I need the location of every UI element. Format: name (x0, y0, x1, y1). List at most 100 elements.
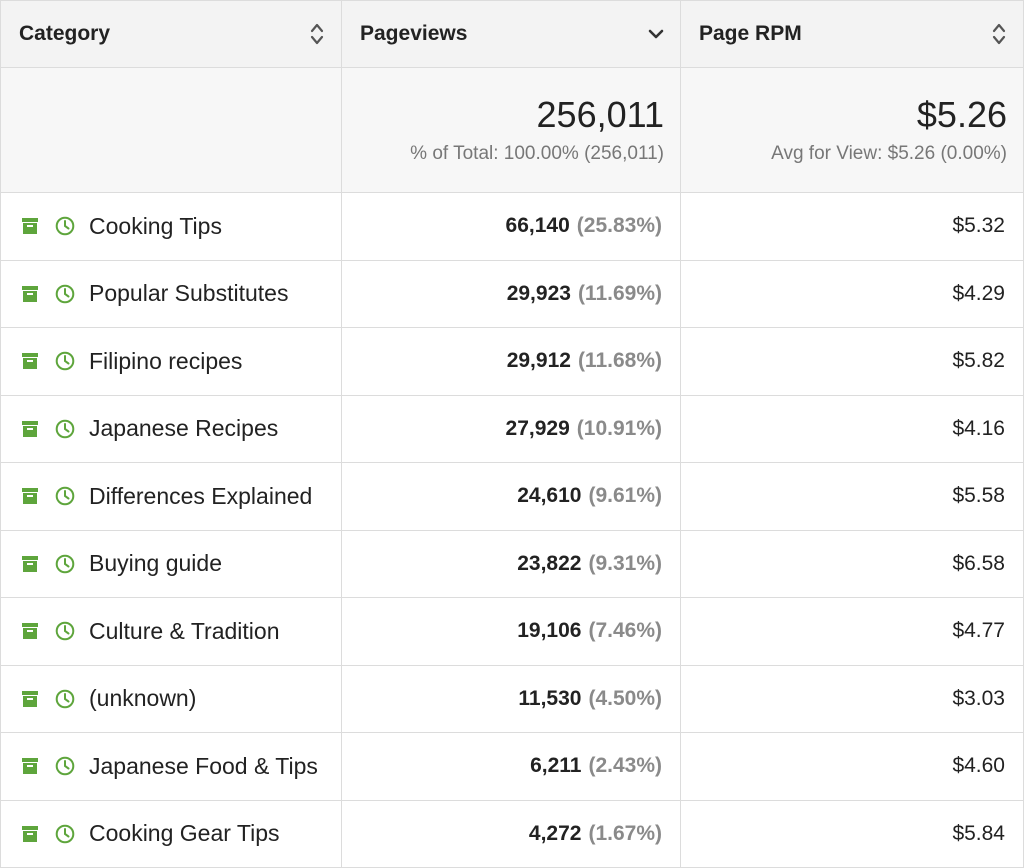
rpm-value: $4.60 (952, 754, 1005, 778)
table-row-pageviews: 23,822 (9.31%) (342, 531, 681, 599)
table-row-rpm: $5.82 (681, 328, 1024, 396)
pageviews-value: 11,530 (518, 687, 581, 711)
table-row-pageviews: 11,530 (4.50%) (342, 666, 681, 734)
table-row-pageviews: 27,929 (10.91%) (342, 396, 681, 464)
table-row-rpm: $4.29 (681, 261, 1024, 329)
table-row-category: Culture & Tradition (0, 598, 342, 666)
table-row-rpm: $4.16 (681, 396, 1024, 464)
archive-box-icon[interactable] (21, 284, 41, 304)
archive-box-icon[interactable] (21, 756, 41, 776)
pageviews-value: 19,106 (517, 619, 581, 643)
rpm-value: $6.58 (952, 552, 1005, 576)
pageviews-percent: (10.91%) (577, 417, 662, 441)
table-row-category: Popular Substitutes (0, 261, 342, 329)
category-link[interactable]: Buying guide (89, 550, 222, 577)
table-row-rpm: $4.60 (681, 733, 1024, 801)
column-header-category[interactable]: Category (0, 1, 342, 68)
summary-rpm-cell: $5.26 Avg for View: $5.26 (0.00%) (681, 68, 1024, 193)
category-link[interactable]: Popular Substitutes (89, 280, 288, 307)
table-row-category: Japanese Recipes (0, 396, 342, 464)
clock-icon[interactable] (55, 620, 77, 642)
table-row-rpm: $5.58 (681, 463, 1024, 531)
clock-icon[interactable] (55, 755, 77, 777)
table-row-category: Buying guide (0, 531, 342, 599)
table-row-category: Cooking Tips (0, 193, 342, 261)
rpm-total: $5.26 (917, 95, 1007, 135)
pageviews-percent: (4.50%) (588, 687, 662, 711)
rpm-value: $5.32 (952, 214, 1005, 238)
archive-box-icon[interactable] (21, 486, 41, 506)
table-row-pageviews: 24,610 (9.61%) (342, 463, 681, 531)
clock-icon[interactable] (55, 823, 77, 845)
pageviews-value: 29,912 (507, 349, 571, 373)
column-header-pageviews[interactable]: Pageviews (342, 1, 681, 68)
rpm-value: $4.16 (952, 417, 1005, 441)
archive-box-icon[interactable] (21, 689, 41, 709)
pageviews-percent: (1.67%) (588, 822, 662, 846)
chevron-down-icon[interactable] (648, 20, 664, 48)
pageviews-value: 4,272 (529, 822, 582, 846)
archive-box-icon[interactable] (21, 216, 41, 236)
table-row-rpm: $5.84 (681, 801, 1024, 868)
category-link[interactable]: Differences Explained (89, 483, 312, 510)
table-row-rpm: $6.58 (681, 531, 1024, 599)
table-row-category: (unknown) (0, 666, 342, 734)
category-link[interactable]: Cooking Tips (89, 213, 222, 240)
sort-updown-icon[interactable] (991, 20, 1007, 48)
archive-box-icon[interactable] (21, 419, 41, 439)
table-row-rpm: $5.32 (681, 193, 1024, 261)
table-row-category: Japanese Food & Tips (0, 733, 342, 801)
table-row-category: Cooking Gear Tips (0, 801, 342, 868)
table-row-pageviews: 66,140 (25.83%) (342, 193, 681, 261)
table-row-pageviews: 6,211 (2.43%) (342, 733, 681, 801)
table-row-pageviews: 19,106 (7.46%) (342, 598, 681, 666)
table-row-pageviews: 29,923 (11.69%) (342, 261, 681, 329)
archive-box-icon[interactable] (21, 351, 41, 371)
category-link[interactable]: Filipino recipes (89, 348, 242, 375)
column-header-page-rpm[interactable]: Page RPM (681, 1, 1024, 68)
table-row-rpm: $4.77 (681, 598, 1024, 666)
clock-icon[interactable] (55, 215, 77, 237)
category-link[interactable]: Culture & Tradition (89, 618, 279, 645)
table-row-rpm: $3.03 (681, 666, 1024, 734)
rpm-value: $5.84 (952, 822, 1005, 846)
summary-pageviews-cell: 256,011 % of Total: 100.00% (256,011) (342, 68, 681, 193)
pageviews-percent: (7.46%) (588, 619, 662, 643)
summary-category-cell (0, 68, 342, 193)
pageviews-percent: (2.43%) (588, 754, 662, 778)
column-header-label: Category (19, 22, 309, 46)
pageviews-total: 256,011 (537, 95, 664, 135)
category-link[interactable]: (unknown) (89, 685, 196, 712)
clock-icon[interactable] (55, 283, 77, 305)
pageviews-value: 24,610 (517, 484, 581, 508)
table-row-pageviews: 29,912 (11.68%) (342, 328, 681, 396)
pageviews-value: 66,140 (506, 214, 570, 238)
table-row-pageviews: 4,272 (1.67%) (342, 801, 681, 868)
table-row-category: Filipino recipes (0, 328, 342, 396)
pageviews-value: 6,211 (530, 754, 581, 778)
pageviews-percent: (11.68%) (578, 349, 662, 373)
pageviews-percent: (11.69%) (578, 282, 662, 306)
column-header-label: Page RPM (699, 22, 991, 46)
rpm-value: $5.82 (952, 349, 1005, 373)
rpm-value: $4.77 (952, 619, 1005, 643)
rpm-total-subtext: Avg for View: $5.26 (0.00%) (771, 143, 1007, 165)
category-link[interactable]: Japanese Recipes (89, 415, 278, 442)
category-link[interactable]: Japanese Food & Tips (89, 753, 318, 780)
category-link[interactable]: Cooking Gear Tips (89, 820, 279, 847)
clock-icon[interactable] (55, 350, 77, 372)
pageviews-value: 27,929 (506, 417, 570, 441)
pageviews-percent: (25.83%) (577, 214, 662, 238)
clock-icon[interactable] (55, 688, 77, 710)
clock-icon[interactable] (55, 485, 77, 507)
archive-box-icon[interactable] (21, 824, 41, 844)
clock-icon[interactable] (55, 418, 77, 440)
sort-updown-icon[interactable] (309, 20, 325, 48)
clock-icon[interactable] (55, 553, 77, 575)
archive-box-icon[interactable] (21, 621, 41, 641)
archive-box-icon[interactable] (21, 554, 41, 574)
pageviews-value: 29,923 (507, 282, 571, 306)
table-row-category: Differences Explained (0, 463, 342, 531)
rpm-value: $3.03 (952, 687, 1005, 711)
